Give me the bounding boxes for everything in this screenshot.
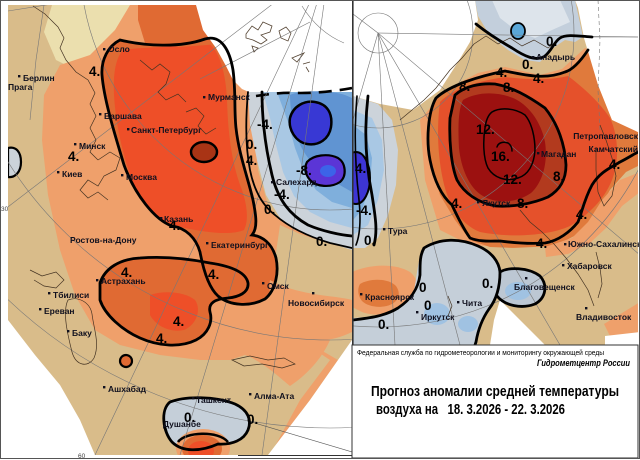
svg-text:4.: 4. xyxy=(89,64,100,79)
svg-text:4.: 4. xyxy=(208,267,219,282)
svg-text:Алма-Ата: Алма-Ата xyxy=(254,391,294,401)
svg-text:0.: 0. xyxy=(264,202,275,217)
svg-text:0.: 0. xyxy=(522,57,533,72)
svg-text:4.: 4. xyxy=(169,218,180,233)
svg-text:4.: 4. xyxy=(121,265,132,280)
svg-text:Хабаровск: Хабаровск xyxy=(567,261,612,271)
svg-text:4.: 4. xyxy=(609,157,620,172)
svg-text:4.: 4. xyxy=(451,196,462,211)
svg-text:Екатеринбург: Екатеринбург xyxy=(211,240,269,250)
svg-text:Баку: Баку xyxy=(72,328,92,338)
svg-text:Федеральная служба по гидромет: Федеральная служба по гидрометеорологии … xyxy=(357,348,604,357)
svg-text:-4.: -4. xyxy=(356,203,372,218)
svg-text:Варшава: Варшава xyxy=(104,111,142,121)
svg-text:Прогноз аномалии средней темпе: Прогноз аномалии средней температуры xyxy=(371,384,619,400)
svg-text:Астрахань: Астрахань xyxy=(101,276,146,286)
svg-text:Благовещенск: Благовещенск xyxy=(514,282,575,292)
svg-text:0.: 0. xyxy=(247,412,258,427)
svg-text:Красноярск: Красноярск xyxy=(365,292,415,302)
svg-text:Якутск: Якутск xyxy=(482,198,511,208)
svg-text:-4.: -4. xyxy=(274,187,290,202)
svg-text:12.: 12. xyxy=(476,122,495,137)
svg-text:Иркутск: Иркутск xyxy=(421,312,455,322)
svg-text:Санкт-Петербург: Санкт-Петербург xyxy=(131,125,202,135)
svg-text:воздуха на 18. 3.2026 - 22.: воздуха на 18. 3.2026 - 22. 3.2026 xyxy=(376,402,565,418)
svg-text:0: 0 xyxy=(424,298,432,313)
svg-text:-4.: -4. xyxy=(257,117,273,132)
svg-text:Новосибирск: Новосибирск xyxy=(288,298,345,308)
svg-text:Владивосток: Владивосток xyxy=(576,312,632,322)
svg-text:-8.: -8. xyxy=(296,163,312,178)
svg-text:Чита: Чита xyxy=(462,298,482,308)
svg-text:4.: 4. xyxy=(536,236,547,251)
svg-text:8.: 8. xyxy=(503,80,514,95)
svg-text:Ашхабад: Ашхабад xyxy=(108,384,147,394)
svg-text:Киев: Киев xyxy=(62,169,82,179)
svg-text:4.: 4. xyxy=(355,161,366,176)
svg-text:Ереван: Ереван xyxy=(44,306,75,316)
svg-text:30: 30 xyxy=(1,206,9,213)
svg-text:0: 0 xyxy=(419,280,427,295)
svg-text:Берлин: Берлин xyxy=(23,73,55,83)
svg-text:4.: 4. xyxy=(156,331,167,346)
svg-text:Москва: Москва xyxy=(126,172,157,182)
svg-text:0.: 0. xyxy=(246,137,257,152)
svg-text:4.: 4. xyxy=(533,71,544,86)
svg-text:Прага: Прага xyxy=(8,82,33,92)
svg-text:Тбилиси: Тбилиси xyxy=(53,290,89,300)
svg-text:Ташкент: Ташкент xyxy=(196,395,231,405)
svg-text:Ростов-на-Дону: Ростов-на-Дону xyxy=(70,235,137,245)
svg-text:Южно-Сахалинск: Южно-Сахалинск xyxy=(568,239,640,249)
svg-text:0.: 0. xyxy=(546,34,557,49)
svg-text:8.: 8. xyxy=(459,79,470,94)
svg-text:Казань: Казань xyxy=(164,214,193,224)
svg-text:Душанбе: Душанбе xyxy=(163,419,201,429)
svg-text:Тура: Тура xyxy=(388,226,408,236)
svg-text:0.: 0. xyxy=(316,234,327,249)
svg-text:4.: 4. xyxy=(246,153,257,168)
svg-text:Минск: Минск xyxy=(79,141,106,151)
svg-text:4.: 4. xyxy=(496,65,507,80)
svg-text:8.: 8. xyxy=(553,169,564,184)
svg-text:Камчатский: Камчатский xyxy=(589,144,638,154)
svg-text:4.: 4. xyxy=(576,207,587,222)
svg-text:Салехард: Салехард xyxy=(276,177,317,187)
svg-text:60: 60 xyxy=(78,453,86,460)
svg-text:0.: 0. xyxy=(378,317,389,332)
svg-text:16.: 16. xyxy=(491,149,510,164)
svg-text:Гидрометцентр России: Гидрометцентр России xyxy=(537,358,630,369)
svg-text:0.: 0. xyxy=(482,276,493,291)
svg-text:4.: 4. xyxy=(68,149,79,164)
svg-text:0.: 0. xyxy=(184,410,195,425)
svg-text:8.: 8. xyxy=(517,196,528,211)
svg-text:Омск: Омск xyxy=(267,281,290,291)
svg-text:Анадырь: Анадырь xyxy=(536,52,575,62)
svg-text:0.: 0. xyxy=(364,233,375,248)
svg-text:Мурманск: Мурманск xyxy=(208,92,251,102)
svg-text:Магадан: Магадан xyxy=(541,149,576,159)
svg-text:12.: 12. xyxy=(503,172,522,187)
svg-text:Петропавловск: Петропавловск xyxy=(573,131,638,141)
svg-text:Осло: Осло xyxy=(108,44,130,54)
svg-text:4.: 4. xyxy=(173,314,184,329)
